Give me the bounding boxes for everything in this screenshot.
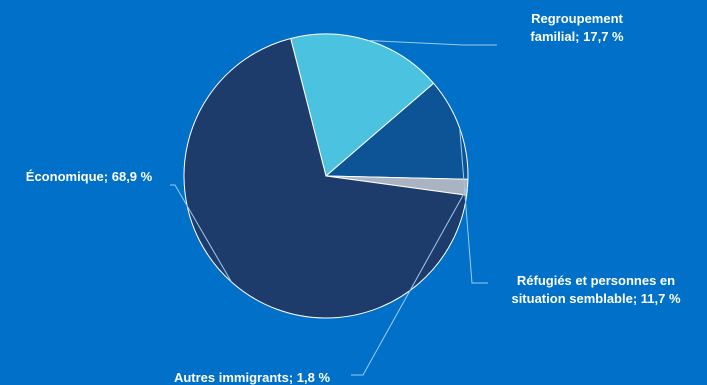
data-label: Réfugiés et personnes en situation sembla…	[511, 273, 680, 306]
data-label-line: Économique; 68,9 %	[26, 169, 153, 184]
leader-line	[351, 187, 468, 376]
leader-line	[459, 128, 488, 284]
leader-line	[170, 184, 232, 283]
data-label-line: situation semblable; 11,7 %	[511, 291, 680, 306]
data-label: Économique; 68,9 %	[26, 169, 153, 184]
data-label-line: Autres immigrants; 1,8 %	[174, 370, 330, 385]
data-label-line: familial; 17,7 %	[530, 29, 624, 44]
leader-lines	[170, 40, 497, 376]
pie-slices	[183, 33, 469, 319]
pie-slice-economique	[183, 37, 468, 319]
data-label: Autres immigrants; 1,8 %	[174, 370, 330, 385]
data-label-line: Réfugiés et personnes en	[517, 273, 675, 288]
leader-line	[368, 40, 497, 46]
data-label: Regroupement familial; 17,7 %	[530, 11, 624, 44]
data-label-line: Regroupement	[531, 11, 623, 26]
data-labels: Regroupement familial; 17,7 % Réfugiés et …	[26, 11, 681, 385]
